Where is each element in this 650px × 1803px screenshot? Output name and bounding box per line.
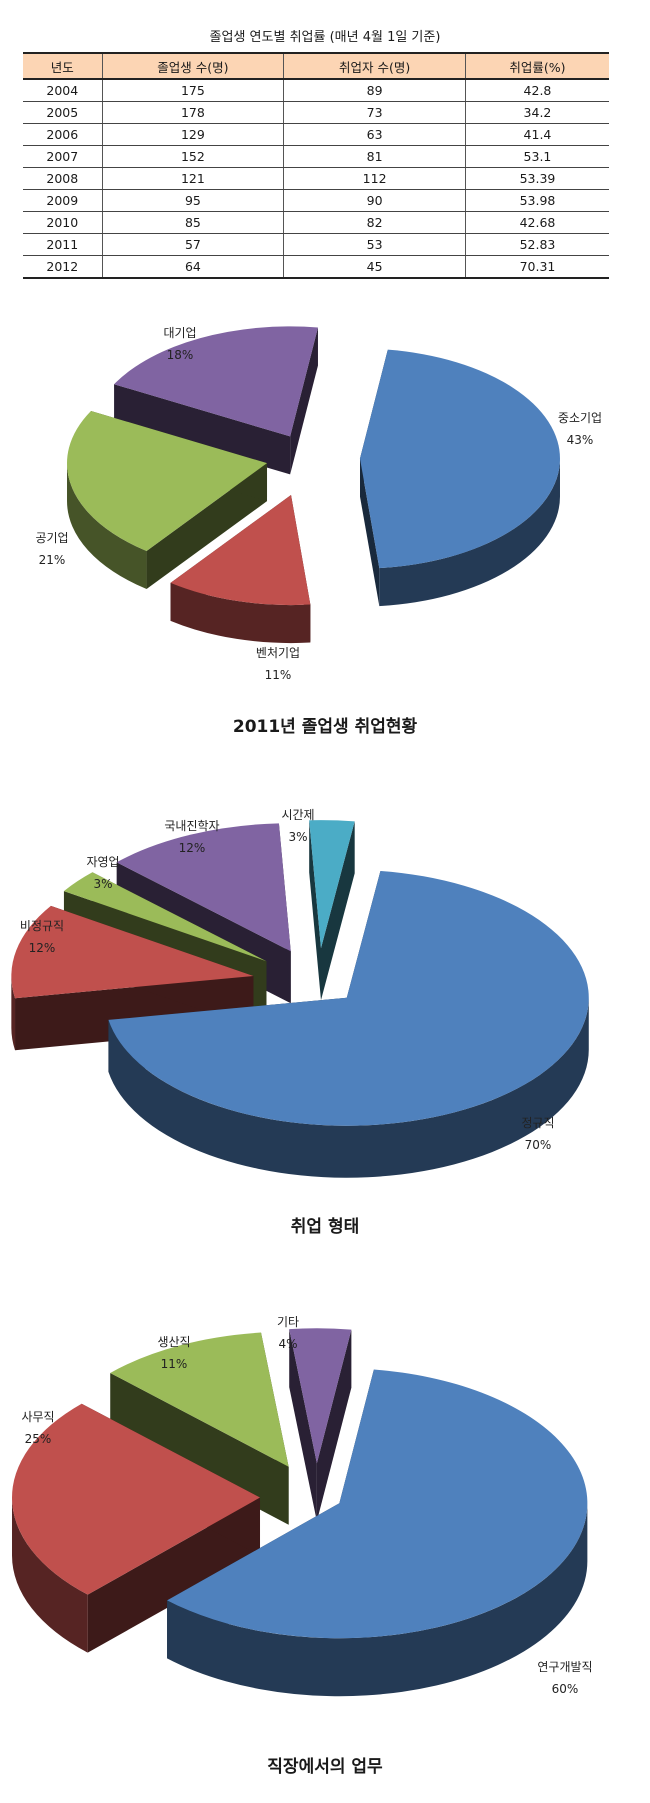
table-cell: 152 — [101, 145, 284, 168]
pie-slice-1 — [12, 1403, 261, 1653]
slice-value-label: 3% — [93, 877, 112, 891]
table-cell: 121 — [101, 167, 284, 190]
table-cell: 2011 — [23, 233, 103, 256]
slice-label: 비정규직 — [20, 919, 64, 933]
table-cell: 45 — [283, 255, 466, 279]
table-cell: 2004 — [23, 79, 103, 102]
table-header-cell: 졸업생 수(명) — [101, 52, 284, 80]
table-cell: 53.39 — [464, 167, 609, 190]
pie-slice-2 — [67, 410, 268, 589]
slice-value-label: 12% — [179, 841, 206, 855]
table-cell: 2005 — [23, 101, 103, 124]
table-cell: 90 — [283, 189, 466, 212]
table-cell: 70.31 — [464, 255, 609, 279]
table-cell: 2006 — [23, 123, 103, 146]
slice-value-label: 43% — [567, 433, 594, 447]
table-cell: 175 — [101, 79, 284, 102]
slice-label: 생산직 — [157, 1335, 190, 1349]
table-cell: 41.4 — [464, 123, 609, 146]
table-row: 2004 175 89 42.8 — [23, 79, 609, 102]
table-cell: 64 — [101, 255, 284, 279]
table-cell: 2009 — [23, 189, 103, 212]
pie-slice-4 — [309, 820, 355, 1001]
table-row: 2006 129 63 41.4 — [23, 123, 609, 146]
table-cell: 53.98 — [464, 189, 609, 212]
table-row: 2012 64 45 70.31 — [23, 255, 609, 279]
table-header-cell: 취업률(%) — [464, 52, 609, 80]
slice-label: 사무직 — [21, 1410, 54, 1424]
table-cell: 95 — [101, 189, 284, 212]
chart-title-employment-type: 취업 형태 — [290, 1217, 360, 1237]
table-row: 2005 178 73 34.2 — [23, 101, 609, 124]
table-cell: 89 — [283, 79, 466, 102]
pie-slice-3 — [289, 1328, 352, 1522]
pie-slice-3 — [114, 326, 318, 475]
slice-value-label: 70% — [525, 1138, 552, 1152]
slice-value-label: 18% — [167, 348, 194, 362]
slice-label: 연구개발직 — [537, 1660, 592, 1674]
slice-value-label: 25% — [25, 1432, 52, 1446]
pie-slice-0 — [167, 1369, 588, 1697]
slice-label: 정규직 — [521, 1116, 554, 1130]
slice-value-label: 21% — [39, 553, 66, 567]
table-cell: 85 — [101, 211, 284, 234]
pie-slice-0 — [359, 349, 560, 607]
table-cell: 81 — [283, 145, 466, 168]
table-row: 2007 152 81 53.1 — [23, 145, 609, 168]
table-header-cell: 년도 — [23, 52, 103, 80]
table-cell: 63 — [283, 123, 466, 146]
table-cell: 178 — [101, 101, 284, 124]
table-cell: 73 — [283, 101, 466, 124]
slice-label: 벤처기업 — [256, 646, 300, 660]
table-row: 2010 85 82 42.68 — [23, 211, 609, 234]
pie-slice-1 — [170, 495, 311, 644]
slice-value-label: 60% — [552, 1682, 579, 1696]
table-cell: 57 — [101, 233, 284, 256]
slice-value-label: 11% — [265, 668, 292, 682]
slice-label: 공기업 — [35, 531, 68, 545]
slice-label: 국내진학자 — [164, 819, 219, 833]
table-title: 졸업생 연도별 취업률 (매년 4월 1일 기준) — [209, 30, 441, 45]
pie-slice-1 — [11, 905, 254, 1051]
slice-label: 중소기업 — [558, 411, 602, 425]
pie-chart-2011-employment: 중소기업 43% 벤처기업 11% 공기업 21% 대기업 18% — [35, 326, 602, 682]
slice-label: 대기업 — [163, 326, 196, 340]
table-row: 2011 57 53 52.83 — [23, 233, 609, 256]
pie-slice-2 — [110, 1332, 289, 1525]
table-cell: 82 — [283, 211, 466, 234]
employment-rate-table: 년도 졸업생 수(명) 취업자 수(명) 취업률(%) 2004 175 89 42.8 20… — [23, 52, 609, 279]
table-cell: 129 — [101, 123, 284, 146]
slice-value-label: 4% — [278, 1337, 297, 1351]
table-cell: 2008 — [23, 167, 103, 190]
table-cell: 2007 — [23, 145, 103, 168]
table-header-cell: 취업자 수(명) — [283, 52, 466, 80]
table-header-row: 년도 졸업생 수(명) 취업자 수(명) 취업률(%) — [23, 52, 609, 80]
slice-label: 시간제 — [281, 808, 314, 822]
table-cell: 112 — [283, 167, 466, 190]
table-body: 2004 175 89 42.8 2005 178 73 34.2 2006 129 63 41.4 2… — [23, 79, 609, 279]
pie-slice-0 — [108, 870, 589, 1178]
slice-value-label: 3% — [288, 830, 307, 844]
table-cell: 52.83 — [464, 233, 609, 256]
table-row: 2009 95 90 53.98 — [23, 189, 609, 212]
pie-chart-employment-type: 정규직 70% 비정규직 12% 자영업 3% 국내진학자 12% 시간제 3% — [11, 808, 589, 1178]
slice-label: 자영업 — [86, 855, 119, 869]
table-cell: 34.2 — [464, 101, 609, 124]
pie-chart-job-duties: 연구개발직 60% 사무직 25% 생산직 11% 기타 4% — [12, 1316, 593, 1697]
table-row: 2008 121 112 53.39 — [23, 167, 609, 190]
table-cell: 2010 — [23, 211, 103, 234]
slice-label: 기타 — [277, 1316, 299, 1329]
table-cell: 42.68 — [464, 211, 609, 234]
table-cell: 2012 — [23, 255, 103, 279]
table-cell: 53.1 — [464, 145, 609, 168]
table-cell: 42.8 — [464, 79, 609, 102]
slice-value-label: 11% — [161, 1357, 188, 1371]
chart-title-job-duties: 직장에서의 업무 — [267, 1757, 383, 1777]
table-cell: 53 — [283, 233, 466, 256]
chart-title-2011-employment: 2011년 졸업생 취업현황 — [232, 717, 418, 737]
slice-value-label: 12% — [29, 941, 56, 955]
